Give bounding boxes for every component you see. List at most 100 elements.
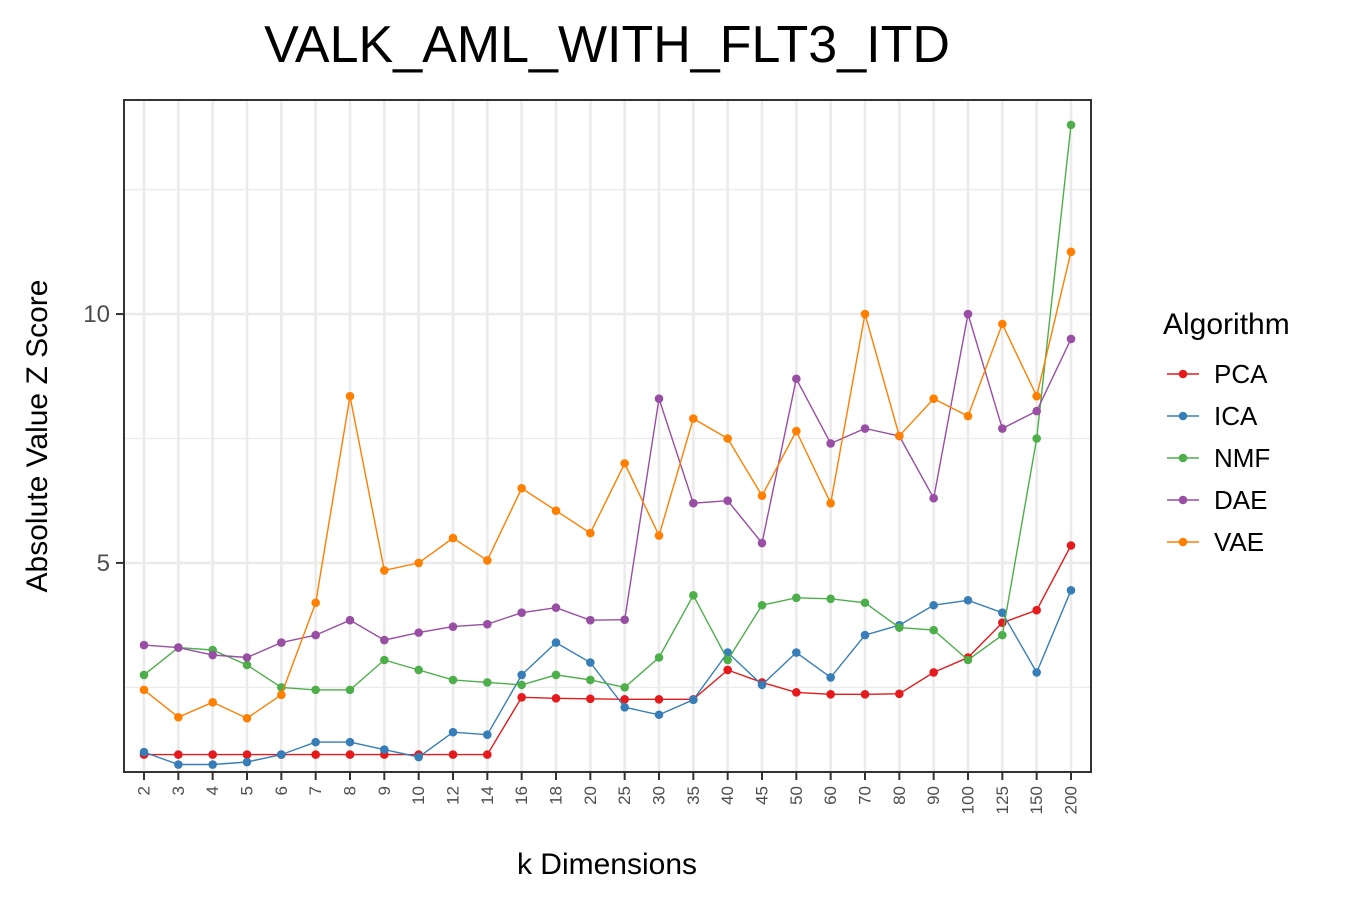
data-point-dae [792,374,801,384]
data-point-ica [242,757,252,767]
data-point-ica [689,695,698,705]
x-tick-label: 7 [306,786,325,795]
legend-marker-nmf [1178,453,1188,463]
data-point-pca [311,750,320,759]
data-point-vae [517,483,526,493]
data-point-pca [448,750,458,759]
data-point-ica [208,760,217,769]
legend-item-dae: DAE [1167,485,1267,515]
panel-border [123,99,1092,773]
x-tick-label: 200 [1062,786,1081,814]
data-point-dae [620,615,629,624]
data-point-vae [242,713,252,723]
x-tick-label: 9 [375,786,394,795]
data-point-nmf [380,655,389,665]
data-point-ica [448,727,458,737]
data-point-vae [208,698,217,707]
data-point-dae [723,496,732,506]
plot-area [124,100,1091,772]
legend-label-dae: DAE [1214,485,1267,515]
data-point-dae [242,653,252,662]
data-point-dae [208,650,217,660]
data-point-nmf [1066,120,1076,130]
x-tick-label: 12 [444,786,463,805]
data-point-ica [826,673,835,682]
x-tick-label: 10 [409,786,428,805]
data-point-nmf [654,653,664,662]
x-tick-label: 90 [924,786,943,805]
legend-label-nmf: NMF [1214,443,1270,473]
data-point-vae [826,498,835,508]
data-point-vae [895,431,904,441]
x-tick-label: 100 [959,786,978,814]
x-tick-label: 18 [547,786,566,805]
data-point-dae [551,603,561,613]
data-point-pca [895,689,904,699]
data-point-pca [723,665,732,675]
data-point-nmf [517,680,526,690]
x-tick-label: 150 [1027,786,1046,814]
data-point-ica [792,648,801,657]
series-dae [139,309,1076,662]
legend-marker-ica [1178,411,1188,421]
data-point-ica [1032,668,1041,677]
data-point-ica [586,658,595,667]
data-point-dae [1066,334,1076,344]
x-tick-label: 2 [135,786,154,795]
data-point-nmf [998,630,1007,640]
data-point-nmf [860,598,870,608]
data-point-pca [929,668,938,677]
data-point-pca [174,750,183,759]
data-point-dae [483,619,492,629]
data-point-dae [998,424,1007,433]
data-point-nmf [139,670,149,680]
data-point-nmf [345,685,355,695]
series-line-dae [143,313,1072,659]
data-point-pca [517,693,526,702]
data-point-vae [757,491,767,501]
legend: Algorithm PCA ICA NMF DAE VAE [1163,308,1290,557]
data-point-pca [551,694,561,703]
data-point-vae [1032,391,1041,401]
data-point-ica [483,730,492,739]
x-axis-title: k Dimensions [517,848,697,881]
data-point-pca [654,695,664,704]
series-line-ica [143,590,1072,766]
legend-label-ica: ICA [1214,401,1258,431]
data-point-vae [277,690,286,700]
data-point-pca [1032,605,1041,615]
legend-marker-dae [1178,495,1188,505]
data-point-vae [929,394,938,403]
data-point-pca [826,690,835,699]
data-point-nmf [311,685,320,695]
data-point-dae [517,608,526,618]
series-line-pca [144,545,1072,756]
legend-label-pca: PCA [1214,359,1268,389]
x-tick-label: 4 [203,786,222,795]
data-point-vae [448,533,458,543]
legend-item-nmf: NMF [1167,443,1270,473]
x-tick-label: 50 [787,786,806,805]
x-tick-label: 30 [650,786,669,805]
data-point-vae [414,558,423,568]
x-tick-label: 125 [993,786,1012,814]
data-point-vae [689,414,698,423]
data-point-pca [792,688,801,697]
data-point-ica [860,630,870,640]
series-nmf [139,120,1076,695]
data-point-dae [311,630,320,640]
data-point-nmf [757,600,767,610]
series-line-vae [143,251,1072,720]
data-point-dae [689,498,698,508]
x-tick-label: 16 [512,786,531,805]
series-ica [139,586,1076,769]
x-tick-label: 35 [684,786,703,805]
data-point-vae [860,309,870,319]
x-tick-label: 8 [341,786,360,795]
data-point-ica [345,737,355,747]
x-tick-label: 80 [890,786,909,805]
y-tick-label: 5 [97,550,110,577]
data-point-pca [586,694,595,704]
data-point-vae [1066,247,1076,257]
